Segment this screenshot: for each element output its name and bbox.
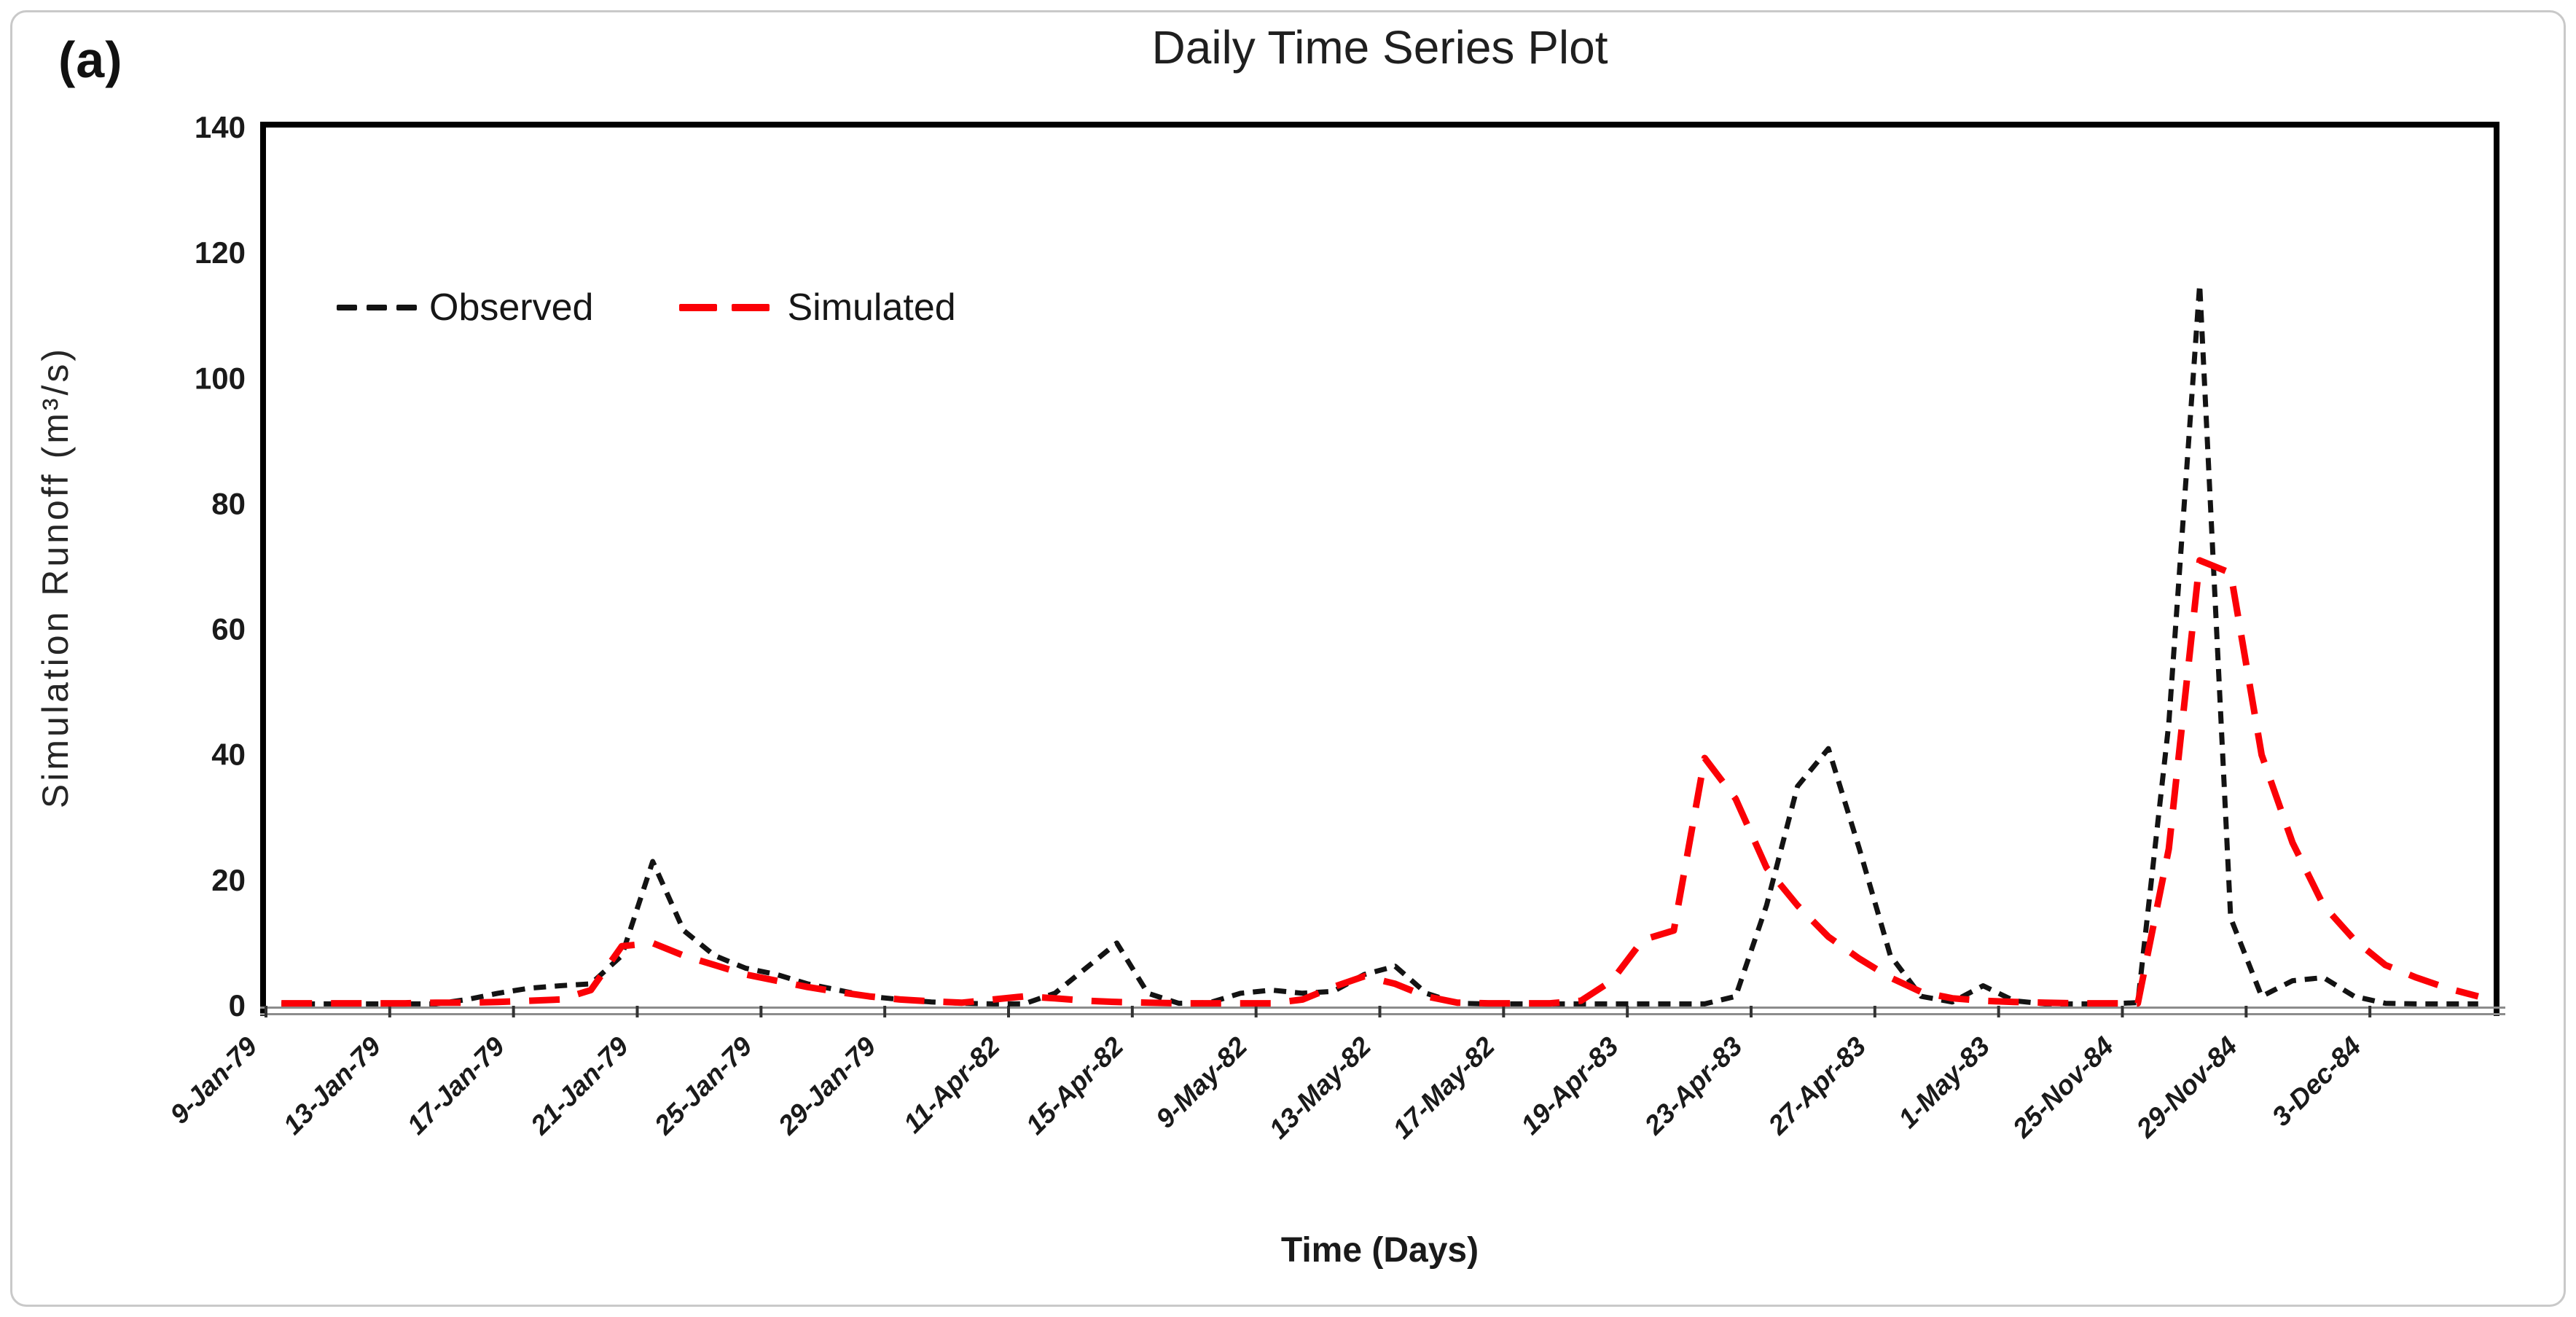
x-tick-label: 23-Apr-83 — [1638, 1031, 1748, 1141]
y-tick-label: 40 — [211, 738, 246, 772]
x-tick-label: 17-Jan-79 — [402, 1031, 511, 1140]
x-tick-mark — [1626, 1006, 1629, 1017]
y-tick-label: 140 — [195, 110, 246, 144]
plot-border-top — [260, 122, 2499, 128]
y-tick-label: 120 — [195, 235, 246, 270]
x-tick-mark — [2121, 1006, 2124, 1017]
x-tick-label: 19-Apr-83 — [1515, 1031, 1624, 1140]
legend-item-simulated: Simulated — [679, 286, 956, 329]
x-tick-label: 29-Nov-84 — [2130, 1031, 2243, 1144]
chart-title: Daily Time Series Plot — [1151, 21, 1608, 74]
x-tick-mark — [759, 1006, 763, 1017]
x-tick-label: 11-Apr-82 — [898, 1031, 1006, 1138]
legend-label-observed: Observed — [429, 286, 594, 329]
x-tick-mark — [1254, 1006, 1258, 1017]
y-axis-title: Simulation Runoff (m³/s) — [35, 345, 76, 809]
legend: Observed Simulated — [337, 286, 956, 329]
series-simulated-line — [281, 557, 2479, 1007]
x-tick-label: 15-Apr-82 — [1020, 1031, 1130, 1140]
panel-label: (a) — [58, 31, 123, 88]
y-tick-label: 60 — [211, 612, 246, 646]
x-tick-label: 13-May-82 — [1264, 1031, 1377, 1144]
x-tick-label: 25-Jan-79 — [649, 1031, 759, 1141]
x-tick-mark — [1502, 1006, 1506, 1017]
observed-dash-icon — [337, 305, 426, 310]
x-axis-line-secondary — [260, 1013, 2505, 1015]
x-tick-label: 13-Jan-79 — [278, 1031, 387, 1140]
x-tick-mark — [2368, 1006, 2372, 1017]
x-tick-mark — [883, 1006, 887, 1017]
x-tick-label: 9-May-82 — [1150, 1031, 1253, 1133]
x-tick-mark — [1378, 1006, 1382, 1017]
x-tick-mark — [1873, 1006, 1876, 1017]
y-tick-label: 20 — [211, 863, 246, 897]
x-tick-label: 3-Dec-84 — [2266, 1031, 2367, 1132]
x-tick-mark — [1007, 1006, 1010, 1017]
x-tick-mark — [2244, 1006, 2248, 1017]
x-tick-mark — [265, 1006, 267, 1017]
x-tick-mark — [635, 1006, 639, 1017]
y-tick-label: 0 — [229, 988, 246, 1023]
x-tick-label: 25-Nov-84 — [2006, 1031, 2119, 1144]
y-tick-label: 80 — [211, 486, 246, 520]
series-observed-line — [281, 281, 2478, 1007]
x-axis-title: Time (Days) — [1280, 1231, 1479, 1270]
x-tick-label: 29-Jan-79 — [772, 1031, 882, 1141]
x-tick-label: 27-Apr-83 — [1762, 1031, 1872, 1141]
legend-item-observed: Observed — [337, 286, 593, 329]
legend-label-simulated: Simulated — [787, 286, 956, 329]
simulated-dash-icon — [679, 304, 784, 311]
x-tick-mark — [388, 1006, 391, 1017]
x-tick-label: 9-Jan-79 — [165, 1031, 263, 1129]
x-axis-line — [260, 1007, 2505, 1009]
x-tick-mark — [1750, 1006, 1753, 1017]
x-tick-mark — [1997, 1006, 2000, 1017]
plot-border-right — [2494, 122, 2499, 1016]
y-tick-label: 100 — [195, 361, 246, 395]
x-tick-label: 1-May-83 — [1892, 1031, 1995, 1133]
x-tick-mark — [512, 1006, 515, 1017]
x-tick-label: 17-May-82 — [1387, 1031, 1500, 1144]
figure-border — [10, 10, 2566, 1307]
x-tick-label: 21-Jan-79 — [525, 1031, 635, 1141]
x-tick-mark — [1130, 1006, 1134, 1017]
plot-border-left — [260, 122, 266, 1016]
